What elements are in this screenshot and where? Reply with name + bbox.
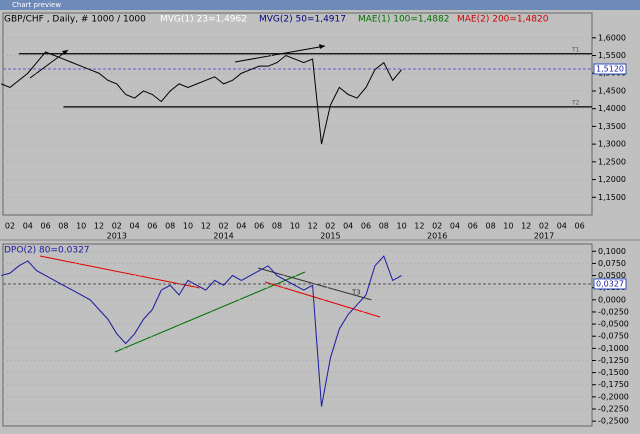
x-tick-label: 12 xyxy=(521,222,531,231)
title-bar xyxy=(0,0,640,10)
x-tick-label: 08 xyxy=(379,222,389,231)
x-tick-label: 06 xyxy=(361,222,371,231)
x-tick-label: 06 xyxy=(147,222,157,231)
y-tick-label: 0,1000 xyxy=(598,247,626,256)
level-label: T1 xyxy=(571,46,580,53)
x-tick-label: 12 xyxy=(94,222,104,231)
x-tick-label: 08 xyxy=(272,222,282,231)
window-title: Chart preview xyxy=(12,1,61,9)
indicator-label: MAE(1) 100=1,4882 xyxy=(358,15,449,25)
y-tick-label: 1,3500 xyxy=(598,122,626,131)
x-tick-label: 02 xyxy=(432,222,442,231)
y-tick-label: -0,0250 xyxy=(598,307,629,316)
y-tick-label: -0,0500 xyxy=(598,320,629,329)
y-tick-label: 0,0000 xyxy=(598,295,626,304)
arrow-head xyxy=(62,50,68,55)
x-tick-label: 04 xyxy=(450,222,460,231)
y-tick-label: 1,2000 xyxy=(598,175,626,184)
x-tick-label: 06 xyxy=(468,222,478,231)
x-tick-label: 12 xyxy=(414,222,424,231)
level-label: T2 xyxy=(571,99,580,106)
indicator-label: MAE(2) 200=1,4820 xyxy=(457,15,549,25)
y-tick-label: -0,0750 xyxy=(598,332,629,341)
panel-title: GBP/CHF , Daily, # 1000 / 1000 xyxy=(4,15,146,25)
x-tick-label: 04 xyxy=(236,222,246,231)
x-tick-label: 02 xyxy=(539,222,549,231)
y-tick-label: 1,4500 xyxy=(598,86,626,95)
y-tick-label: 1,1500 xyxy=(598,193,626,202)
trend-arrow xyxy=(29,49,69,79)
y-tick-label: 1,4000 xyxy=(598,104,626,113)
x-tick-label: 10 xyxy=(76,222,86,231)
y-tick-label: 0,0500 xyxy=(598,271,626,280)
x-tick-label: 02 xyxy=(219,222,229,231)
y-tick-label: -0,1000 xyxy=(598,344,629,353)
x-tick-label: 04 xyxy=(343,222,353,231)
upper-frame xyxy=(2,12,593,216)
trend-line xyxy=(39,255,201,289)
x-tick-label: 06 xyxy=(575,222,585,231)
x-tick-label: 10 xyxy=(183,222,193,231)
indicator-label: MVG(1) 23=1,4962 xyxy=(160,15,247,25)
x-tick-label: 06 xyxy=(254,222,264,231)
last-value-box xyxy=(593,278,627,290)
x-tick-label: 06 xyxy=(41,222,51,231)
x-tick-label: 10 xyxy=(290,222,300,231)
y-tick-label: 1,2500 xyxy=(598,157,626,166)
price-line xyxy=(0,51,402,145)
y-tick-label: -0,1500 xyxy=(598,368,629,377)
y-tick-label: 1,6000 xyxy=(598,33,626,42)
arrow-head xyxy=(319,44,325,49)
y-tick-label: -0,2250 xyxy=(598,405,629,414)
x-tick-label: 12 xyxy=(308,222,318,231)
x-year-label: 2016 xyxy=(427,232,447,241)
x-tick-label: 04 xyxy=(557,222,567,231)
x-year-label: 2014 xyxy=(213,232,233,241)
x-tick-label: 04 xyxy=(23,222,33,231)
x-tick-label: 04 xyxy=(130,222,140,231)
y-tick-label: 1,3000 xyxy=(598,140,626,149)
last-value-label: 1,5120 xyxy=(596,64,624,73)
lower-frame xyxy=(2,243,593,427)
x-year-label: 2017 xyxy=(534,232,554,241)
x-tick-label: 10 xyxy=(397,222,407,231)
panel-title: DPO(2) 80=0.0327 xyxy=(4,246,90,256)
x-tick-label: 08 xyxy=(58,222,68,231)
x-year-label: 2013 xyxy=(107,232,127,241)
indicator-label: MVG(2) 50=1,4917 xyxy=(259,15,346,25)
y-tick-label: 1,5500 xyxy=(598,51,626,60)
y-tick-label: -0,2500 xyxy=(598,417,629,426)
x-year-label: 2015 xyxy=(320,232,340,241)
x-tick-label: 08 xyxy=(165,222,175,231)
x-tick-label: 08 xyxy=(486,222,496,231)
x-tick-label: 02 xyxy=(325,222,335,231)
price-line xyxy=(0,255,402,407)
annotation: T3 xyxy=(351,289,361,297)
x-tick-label: 02 xyxy=(112,222,122,231)
trend-line xyxy=(264,281,381,318)
last-value-box xyxy=(593,63,627,75)
last-value-label: 0,0327 xyxy=(596,279,624,288)
trend-line xyxy=(114,271,306,353)
y-tick-label: -0,1250 xyxy=(598,356,629,365)
x-tick-label: 02 xyxy=(5,222,15,231)
x-tick-label: 10 xyxy=(503,222,513,231)
y-tick-label: 0,0750 xyxy=(598,259,626,268)
y-tick-label: -0,1750 xyxy=(598,380,629,389)
y-tick-label: -0,2000 xyxy=(598,392,629,401)
x-tick-label: 12 xyxy=(201,222,211,231)
